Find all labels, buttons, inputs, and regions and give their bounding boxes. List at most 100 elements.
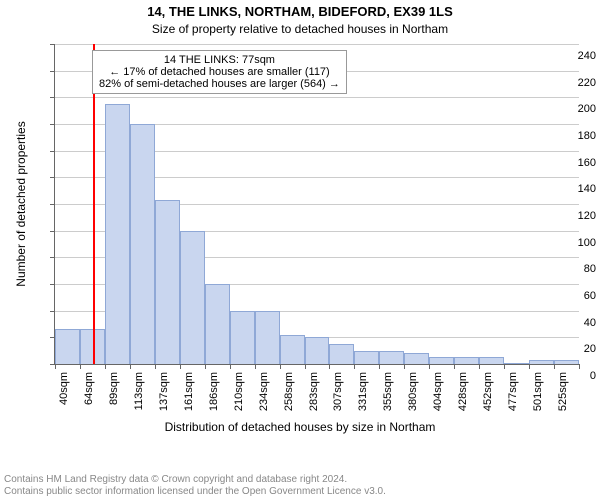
xtick-label: 501sqm <box>532 372 544 420</box>
xtick-mark <box>554 364 555 369</box>
xtick-mark <box>205 364 206 369</box>
footer-attribution: Contains HM Land Registry data © Crown c… <box>4 474 596 498</box>
xtick-label: 40sqm <box>58 372 70 420</box>
xtick-label: 331sqm <box>357 372 369 420</box>
xtick-mark <box>329 364 330 369</box>
ytick-label: 220 <box>548 77 596 89</box>
ytick-label: 180 <box>548 130 596 142</box>
chart-subtitle: Size of property relative to detached ho… <box>0 22 600 36</box>
xtick-label: 258sqm <box>283 372 295 420</box>
histogram-bar <box>479 357 504 364</box>
xtick-mark <box>404 364 405 369</box>
ytick-mark <box>50 284 55 285</box>
ytick-mark <box>50 151 55 152</box>
ytick-mark <box>50 257 55 258</box>
xtick-label: 113sqm <box>133 372 145 420</box>
histogram-bar <box>554 360 579 364</box>
xtick-mark <box>255 364 256 369</box>
ytick-label: 100 <box>548 237 596 249</box>
histogram-bar <box>379 351 404 364</box>
xtick-mark <box>479 364 480 369</box>
ytick-mark <box>50 124 55 125</box>
ytick-label: 200 <box>548 103 596 115</box>
ytick-mark <box>50 231 55 232</box>
xtick-label: 428sqm <box>457 372 469 420</box>
histogram-bar <box>305 337 330 364</box>
ytick-mark <box>50 204 55 205</box>
ytick-label: 0 <box>548 370 596 382</box>
ytick-mark <box>50 177 55 178</box>
ytick-label: 160 <box>548 157 596 169</box>
y-axis-label: Number of detached properties <box>14 44 28 364</box>
ytick-label: 120 <box>548 210 596 222</box>
histogram-bar <box>155 200 180 364</box>
xtick-label: 477sqm <box>507 372 519 420</box>
histogram-bar <box>180 231 205 364</box>
footer-line2: Contains public sector information licen… <box>4 486 596 498</box>
xtick-mark <box>454 364 455 369</box>
xtick-label: 161sqm <box>183 372 195 420</box>
histogram-bar <box>354 351 379 364</box>
xtick-label: 137sqm <box>158 372 170 420</box>
ytick-label: 60 <box>548 290 596 302</box>
chart-title: 14, THE LINKS, NORTHAM, BIDEFORD, EX39 1… <box>0 4 600 19</box>
xtick-label: 64sqm <box>83 372 95 420</box>
xtick-label: 307sqm <box>332 372 344 420</box>
histogram-bar <box>230 311 255 364</box>
histogram-bar <box>454 357 479 364</box>
xtick-mark <box>55 364 56 369</box>
histogram-bar <box>105 104 130 364</box>
xtick-mark <box>130 364 131 369</box>
xtick-mark <box>354 364 355 369</box>
ytick-label: 140 <box>548 183 596 195</box>
xtick-label: 525sqm <box>557 372 569 420</box>
xtick-mark <box>180 364 181 369</box>
xtick-label: 186sqm <box>208 372 220 420</box>
ytick-mark <box>50 97 55 98</box>
histogram-bar <box>329 344 354 364</box>
xtick-mark <box>80 364 81 369</box>
histogram-bar <box>130 124 155 364</box>
histogram-bar <box>429 357 454 364</box>
annotation-line1: 14 THE LINKS: 77sqm <box>99 54 340 66</box>
histogram-bar <box>529 360 554 364</box>
xtick-mark <box>529 364 530 369</box>
gridline <box>55 44 579 45</box>
xtick-label: 380sqm <box>407 372 419 420</box>
xtick-label: 210sqm <box>233 372 245 420</box>
histogram-bar <box>205 284 230 364</box>
annotation-box: 14 THE LINKS: 77sqm← 17% of detached hou… <box>92 50 347 94</box>
xtick-label: 452sqm <box>482 372 494 420</box>
annotation-line2: ← 17% of detached houses are smaller (11… <box>99 66 340 78</box>
ytick-label: 80 <box>548 263 596 275</box>
gridline <box>55 97 579 98</box>
ytick-mark <box>50 44 55 45</box>
ytick-mark <box>50 311 55 312</box>
xtick-label: 404sqm <box>432 372 444 420</box>
ytick-label: 40 <box>548 317 596 329</box>
annotation-line3: 82% of semi-detached houses are larger (… <box>99 78 340 90</box>
histogram-bar <box>55 329 80 364</box>
xtick-mark <box>379 364 380 369</box>
xtick-mark <box>280 364 281 369</box>
histogram-bar <box>255 311 280 364</box>
ytick-label: 240 <box>548 50 596 62</box>
xtick-mark <box>429 364 430 369</box>
xtick-mark <box>155 364 156 369</box>
x-axis-label: Distribution of detached houses by size … <box>0 420 600 434</box>
xtick-label: 355sqm <box>382 372 394 420</box>
histogram-bar <box>404 353 429 364</box>
xtick-label: 234sqm <box>258 372 270 420</box>
xtick-mark <box>230 364 231 369</box>
xtick-mark <box>305 364 306 369</box>
xtick-mark <box>579 364 580 369</box>
histogram-bar <box>504 363 529 364</box>
xtick-label: 89sqm <box>108 372 120 420</box>
ytick-label: 20 <box>548 343 596 355</box>
ytick-mark <box>50 71 55 72</box>
xtick-mark <box>504 364 505 369</box>
histogram-bar <box>280 335 305 364</box>
xtick-label: 283sqm <box>308 372 320 420</box>
xtick-mark <box>105 364 106 369</box>
footer-line1: Contains HM Land Registry data © Crown c… <box>4 474 596 486</box>
